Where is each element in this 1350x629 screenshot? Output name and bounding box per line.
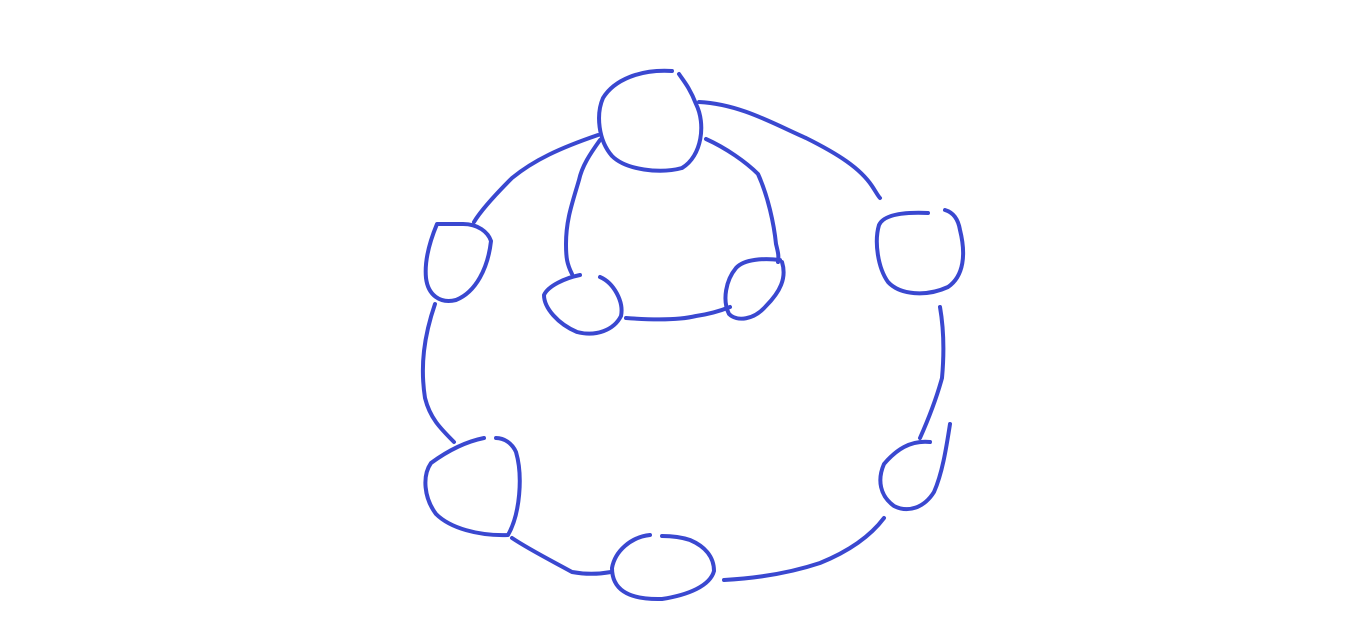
- edge-lower-left-to-bottom: [510, 536, 613, 576]
- edges-layer: [420, 100, 946, 582]
- node-top: [597, 68, 704, 173]
- nodes-layer: [423, 68, 966, 602]
- node-inner-left: [542, 273, 624, 336]
- edge-upper-left-to-lower-left: [420, 302, 456, 444]
- edge-top-to-upper-right: [697, 100, 882, 200]
- node-lower-right: [878, 422, 952, 512]
- edge-lower-right-to-upper-right: [918, 305, 946, 440]
- edge-top-to-upper-left: [472, 133, 600, 224]
- node-upper-left: [423, 222, 493, 303]
- node-upper-right: [874, 208, 966, 296]
- edge-inner-left-to-inner-right: [624, 305, 732, 322]
- node-inner-right: [723, 257, 786, 321]
- edge-top-to-inner-left: [564, 138, 602, 276]
- node-lower-left: [423, 436, 522, 538]
- node-bottom: [610, 533, 716, 602]
- edge-bottom-to-lower-right: [722, 516, 886, 582]
- edge-top-to-inner-right: [704, 137, 781, 264]
